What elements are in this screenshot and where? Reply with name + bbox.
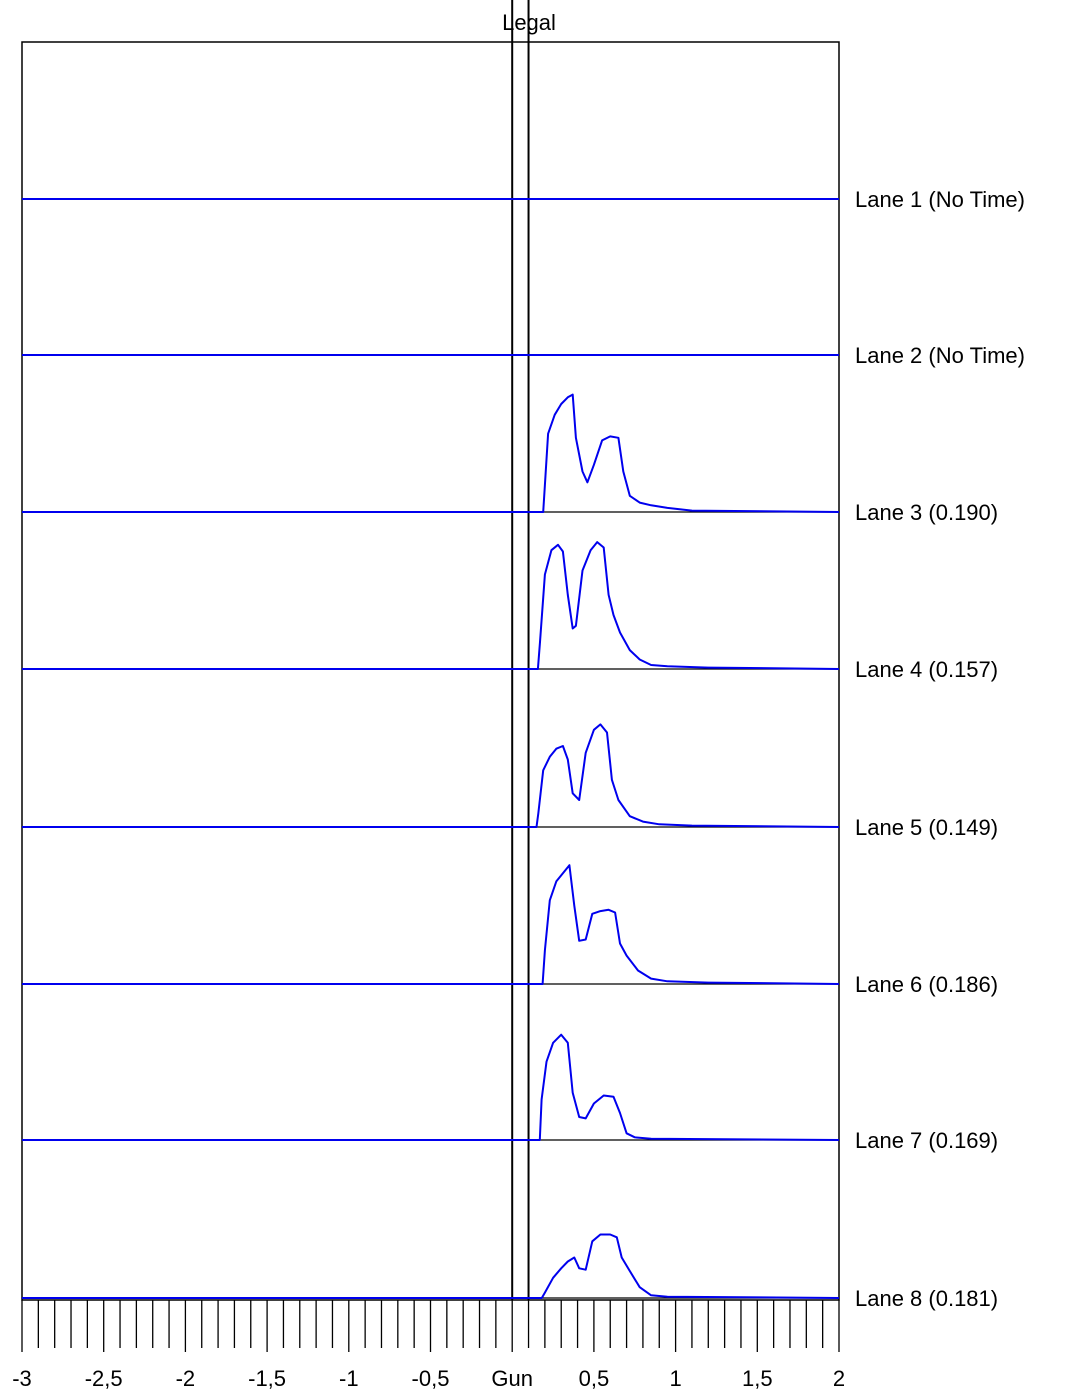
lane-2-label: Lane 2 (No Time) (855, 343, 1025, 368)
x-axis: -3 -2,5 -2 -1,5 -1 -0,5 Gun 0,5 1 1,5 2 (12, 1300, 845, 1391)
lane-7-label: Lane 7 (0.169) (855, 1128, 998, 1153)
x-tick-label: -2,5 (85, 1366, 123, 1391)
x-tick-label: -2 (176, 1366, 196, 1391)
lane-3-trace (22, 393, 840, 513)
legal-label: Legal (502, 10, 556, 35)
x-tick-label: -3 (12, 1366, 32, 1391)
x-tick-label: -1,5 (248, 1366, 286, 1391)
x-tick-label: 1 (669, 1366, 681, 1391)
lane-6-trace (22, 864, 840, 985)
lane-labels: Lane 1 (No Time) Lane 2 (No Time) Lane 3 (… (855, 187, 1025, 1311)
lane-5-label: Lane 5 (0.149) (855, 815, 998, 840)
lane-4-trace (22, 541, 840, 670)
x-tick-label: 2 (833, 1366, 845, 1391)
x-tick-label: 1,5 (742, 1366, 773, 1391)
x-tick-label: -1 (339, 1366, 359, 1391)
plot-frame (21, 41, 840, 1301)
lane-8-label: Lane 8 (0.181) (855, 1286, 998, 1311)
lane-8-trace (22, 1233, 840, 1299)
lane-1-label: Lane 1 (No Time) (855, 187, 1025, 212)
x-tick-label: 0,5 (579, 1366, 610, 1391)
lane-5-trace (22, 723, 840, 828)
lane-3-label: Lane 3 (0.190) (855, 500, 998, 525)
lane-4-label: Lane 4 (0.157) (855, 657, 998, 682)
x-tick-label: -0,5 (412, 1366, 450, 1391)
lane-7-trace (22, 1033, 840, 1141)
lane-6-label: Lane 6 (0.186) (855, 972, 998, 997)
plot-area (21, 0, 840, 1301)
x-tick-label: Gun (491, 1366, 533, 1391)
